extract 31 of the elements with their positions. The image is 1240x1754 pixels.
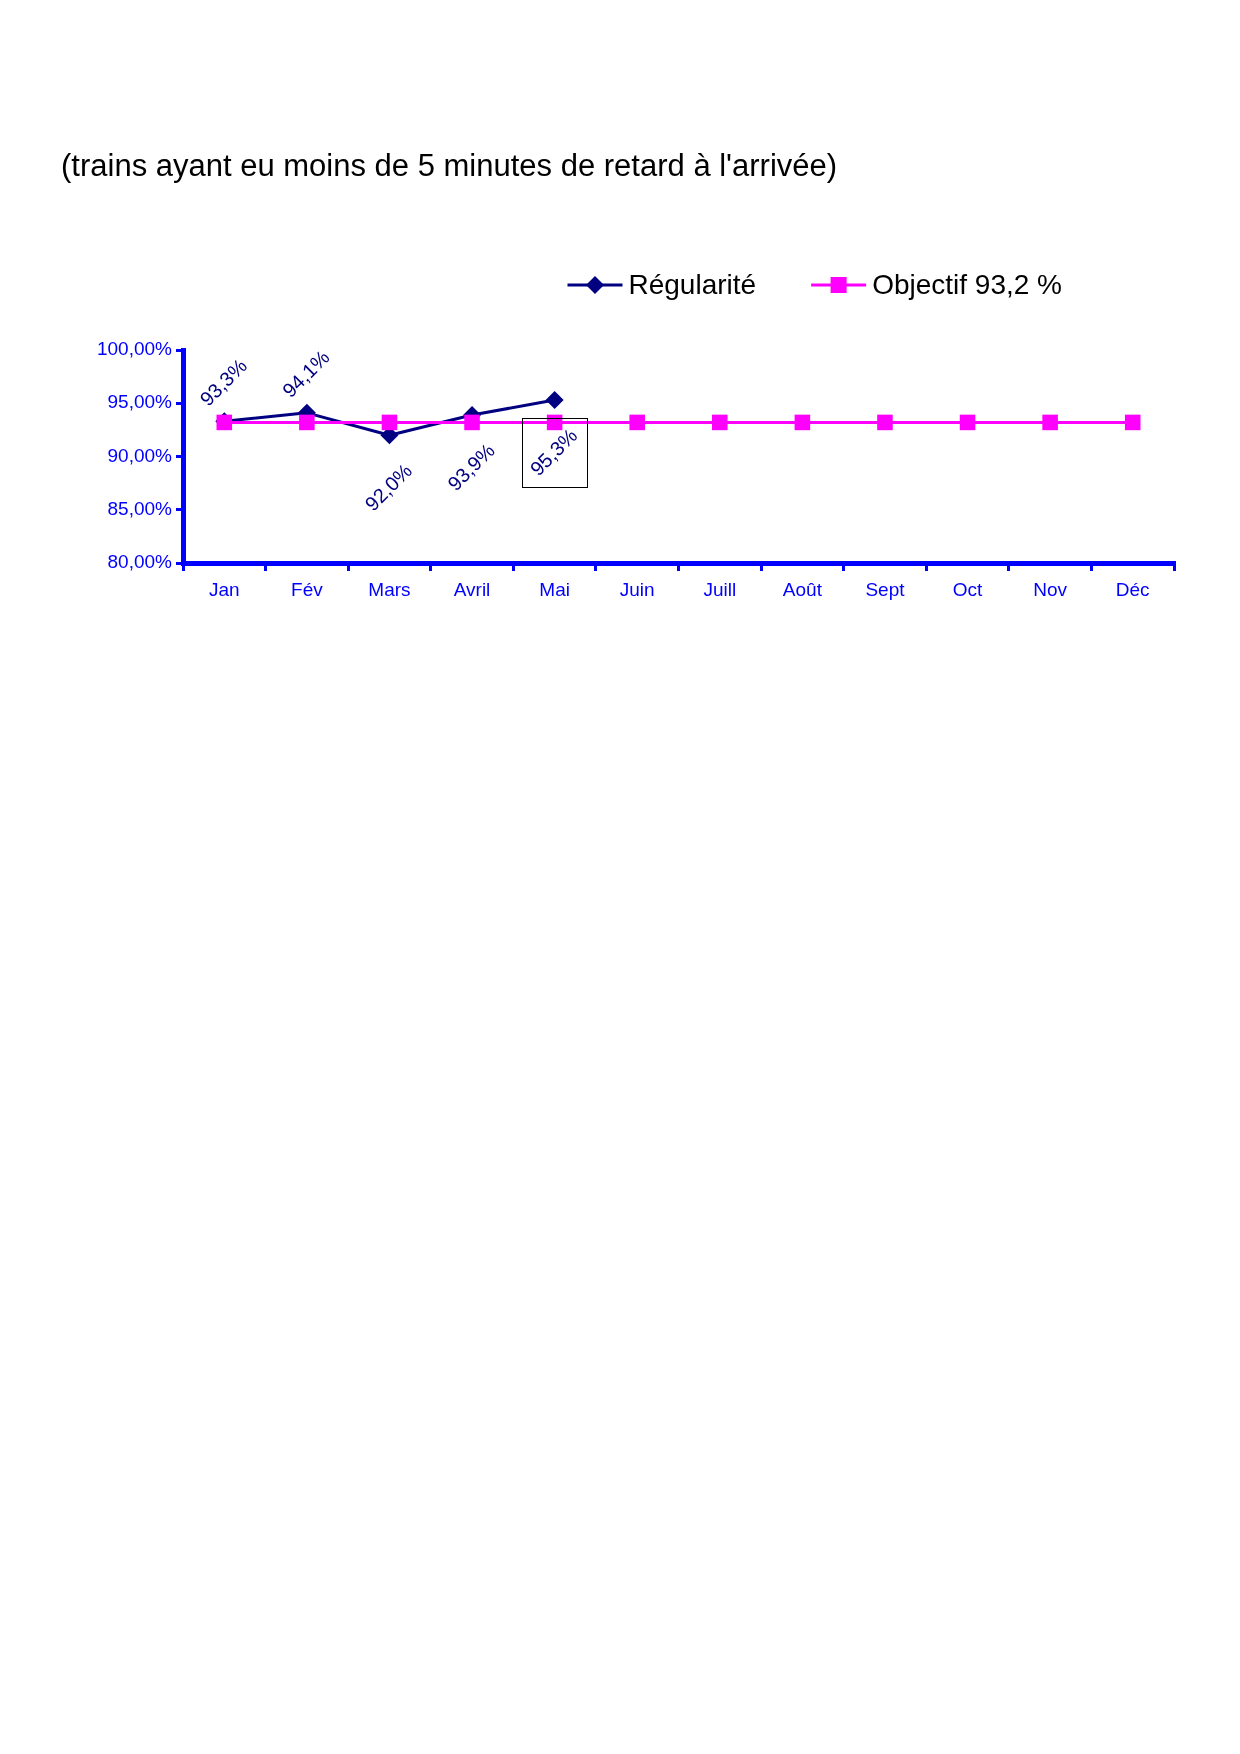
point bbox=[712, 414, 728, 431]
y-tick-label: 100,00% bbox=[96, 338, 173, 360]
point bbox=[381, 414, 398, 431]
point bbox=[1124, 414, 1141, 431]
point bbox=[464, 414, 480, 431]
point bbox=[877, 414, 893, 431]
y-tick-label: 90,00% bbox=[107, 444, 173, 466]
point bbox=[545, 391, 564, 410]
y-tick-label: 85,00% bbox=[107, 497, 173, 519]
x-tick-label: Mai bbox=[539, 578, 570, 600]
x-tick-label: Mars bbox=[368, 578, 411, 600]
x-tick-label: Jan bbox=[208, 578, 240, 600]
x-tick-label: Août bbox=[782, 578, 823, 600]
y-tick-label: 95,00% bbox=[107, 391, 173, 413]
legend-label: Objectif 93,2 % bbox=[872, 268, 1062, 300]
y-tick-label: 80,00% bbox=[107, 551, 173, 573]
point bbox=[794, 414, 811, 431]
point bbox=[629, 414, 645, 431]
x-tick-label: Déc bbox=[1115, 578, 1150, 600]
x-tick-label: Sept bbox=[865, 578, 906, 600]
point bbox=[959, 414, 976, 431]
x-tick-label: Juin bbox=[619, 578, 655, 600]
x-tick-label: Nov bbox=[1033, 578, 1068, 600]
chart-title: (trains ayant eu moins de 5 minutes de retard à l'arrivée) bbox=[61, 148, 838, 184]
x-tick-label: Avril bbox=[453, 578, 491, 600]
legend-label: Régularité bbox=[628, 268, 757, 300]
point bbox=[299, 414, 315, 431]
x-tick-label: Oct bbox=[952, 578, 984, 600]
x-tick-label: Fév bbox=[291, 578, 324, 600]
x-tick-label: Juill bbox=[703, 578, 737, 600]
point bbox=[1042, 414, 1058, 431]
